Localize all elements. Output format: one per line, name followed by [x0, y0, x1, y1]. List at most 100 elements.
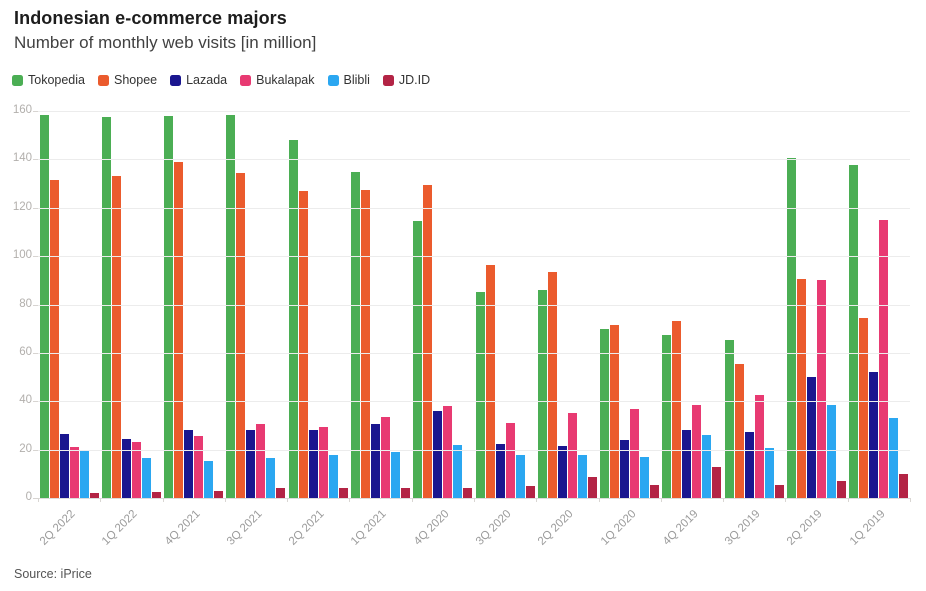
bar-group-2q-2019: 2Q 2019 [785, 111, 847, 548]
legend-swatch-lazada [170, 74, 182, 86]
bar-lazada-1q-2021 [371, 424, 381, 498]
gridline-40 [38, 401, 910, 403]
bar-group-1q-2022: 1Q 2022 [100, 111, 162, 548]
bar-shopee-1q-2021 [361, 189, 371, 498]
bar-jd-id-2q-2020 [587, 477, 597, 498]
y-axis-tick [33, 449, 38, 451]
bar-shopee-4q-2020 [423, 184, 433, 498]
bar-jd-id-1q-2022 [151, 492, 161, 498]
y-axis-label-0: 0 [25, 491, 32, 503]
bar-lazada-2q-2021 [308, 430, 318, 498]
bar-shopee-2q-2019 [797, 279, 807, 498]
bar-tokopedia-2q-2019 [787, 158, 797, 498]
bar-shopee-3q-2021 [236, 172, 246, 498]
gridline-20 [38, 449, 910, 451]
bar-jd-id-2q-2019 [837, 481, 847, 498]
gridline-120 [38, 207, 910, 209]
plot-area: 2Q 2022 1Q 2022 4Q 2021 3Q 2021 2Q 2021 1Q 20… [38, 111, 911, 548]
bar-tokopedia-4q-2021 [164, 115, 174, 498]
x-axis-label-3q-2020: 3Q 2020 [473, 508, 514, 548]
y-axis-tick [33, 256, 38, 258]
bar-jd-id-1q-2019 [899, 473, 909, 498]
bar-jd-id-1q-2021 [401, 488, 411, 498]
bar-lazada-4q-2019 [682, 430, 692, 498]
bar-tokopedia-1q-2020 [600, 328, 610, 498]
bar-group-2q-2020: 2Q 2020 [536, 111, 598, 548]
bar-shopee-4q-2021 [174, 161, 184, 498]
y-axis-tick [33, 498, 38, 499]
bar-bukalapak-1q-2019 [879, 219, 889, 498]
x-axis-label-2q-2020: 2Q 2020 [536, 508, 576, 548]
legend-swatch-jd-id [382, 74, 394, 86]
bar-blibli-3q-2019 [764, 448, 774, 498]
x-axis-label-1q-2021: 1Q 2021 [349, 508, 390, 548]
bar-tokopedia-3q-2019 [724, 339, 734, 498]
x-axis-tick [598, 498, 600, 502]
x-axis-label-2q-2021: 2Q 2021 [287, 508, 327, 548]
x-axis-tick [411, 498, 413, 502]
x-axis-label-4q-2021: 4Q 2021 [162, 508, 203, 548]
bar-blibli-2q-2020 [577, 454, 587, 498]
bar-lazada-2q-2019 [807, 377, 817, 498]
bar-shopee-2q-2021 [298, 190, 308, 498]
bar-group-3q-2021: 3Q 2021 [225, 111, 287, 548]
legend-swatch-bukalapak [240, 74, 252, 86]
bar-lazada-2q-2022 [59, 433, 69, 498]
bar-jd-id-2q-2021 [338, 488, 348, 498]
legend-label: JD.ID [398, 73, 431, 87]
bar-tokopedia-4q-2019 [662, 334, 672, 498]
x-axis-label-3q-2021: 3Q 2021 [224, 508, 265, 548]
bar-tokopedia-2q-2022 [39, 114, 49, 498]
bar-shopee-2q-2022 [49, 179, 59, 498]
x-axis-tick [785, 498, 787, 502]
x-axis-label-4q-2020: 4Q 2020 [411, 508, 452, 548]
x-axis-label-2q-2019: 2Q 2019 [785, 508, 826, 548]
x-axis-label-1q-2020: 1Q 2020 [598, 508, 639, 548]
bar-blibli-2q-2022 [79, 449, 89, 498]
x-axis-label-4q-2019: 4Q 2019 [660, 508, 701, 548]
bar-group-2q-2021: 2Q 2021 [287, 111, 349, 548]
bar-bukalapak-3q-2019 [754, 395, 764, 498]
x-axis-tick [287, 498, 289, 502]
bar-shopee-4q-2019 [672, 321, 682, 498]
y-axis-tick [33, 159, 38, 161]
y-axis-label-160: 160 [12, 104, 32, 116]
legend-swatch-shopee [98, 74, 109, 86]
bar-jd-id-4q-2020 [463, 488, 473, 498]
bar-bukalapak-4q-2021 [194, 436, 204, 498]
bar-lazada-3q-2021 [246, 430, 256, 498]
bar-bukalapak-2q-2020 [567, 413, 577, 498]
bar-jd-id-3q-2020 [525, 485, 535, 498]
bar-tokopedia-2q-2021 [288, 140, 298, 498]
x-axis-tick [100, 498, 102, 502]
y-axis-tick [33, 111, 38, 112]
legend: Tokopedia Shopee Lazada Bukalapak Blibli JD.I… [12, 73, 430, 87]
bar-lazada-3q-2019 [744, 431, 754, 498]
x-axis-tick [723, 498, 725, 502]
x-axis-tick [536, 498, 538, 502]
bar-group-3q-2020: 3Q 2020 [474, 111, 536, 548]
legend-label: Lazada [186, 73, 228, 87]
legend-item-tokopedia: Tokopedia [12, 73, 85, 87]
bar-groups-container: 2Q 2022 1Q 2022 4Q 2021 3Q 2021 2Q 2021 1Q 20… [38, 111, 910, 548]
bar-bukalapak-2q-2019 [817, 280, 827, 498]
legend-swatch-blibli [327, 74, 339, 86]
legend-item-bukalapak: Bukalapak [240, 73, 315, 87]
y-axis-label-20: 20 [19, 442, 32, 455]
bar-shopee-1q-2020 [610, 325, 620, 498]
bar-blibli-4q-2020 [453, 444, 463, 498]
y-axis-label-60: 60 [19, 345, 32, 358]
bar-group-2q-2022: 2Q 2022 [38, 111, 100, 548]
bar-lazada-1q-2019 [869, 372, 879, 498]
legend-swatch-tokopedia [12, 74, 23, 86]
bar-jd-id-3q-2021 [276, 488, 286, 498]
chart-title: Indonesian e-commerce majors [14, 8, 287, 28]
gridline-80 [38, 304, 910, 306]
bar-bukalapak-4q-2020 [443, 406, 453, 498]
bar-bukalapak-1q-2020 [630, 408, 640, 498]
bar-bukalapak-3q-2020 [505, 423, 515, 498]
bar-group-1q-2021: 1Q 2021 [349, 111, 411, 548]
x-axis-tick [38, 498, 39, 502]
bar-lazada-1q-2022 [121, 438, 131, 498]
bar-tokopedia-3q-2020 [475, 292, 485, 498]
